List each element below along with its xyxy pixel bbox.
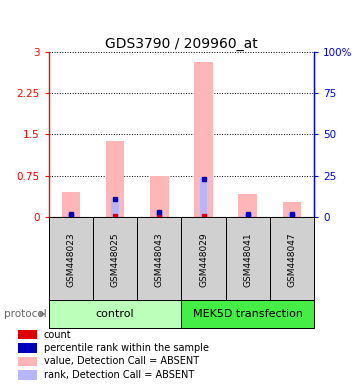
Bar xyxy=(62,192,80,217)
Bar xyxy=(283,202,301,217)
Bar xyxy=(244,214,252,217)
Text: count: count xyxy=(44,329,71,339)
Bar xyxy=(150,176,169,217)
Text: control: control xyxy=(96,309,134,319)
Bar xyxy=(49,300,181,328)
Text: protocol: protocol xyxy=(4,309,46,319)
Text: GSM448043: GSM448043 xyxy=(155,232,164,286)
Bar xyxy=(67,213,75,217)
Text: percentile rank within the sample: percentile rank within the sample xyxy=(44,343,209,353)
Bar xyxy=(200,177,208,217)
Bar xyxy=(155,211,163,217)
Text: GSM448041: GSM448041 xyxy=(243,232,252,286)
Text: MEK5D transfection: MEK5D transfection xyxy=(193,309,303,319)
Bar xyxy=(181,217,226,301)
Bar xyxy=(93,217,137,301)
Bar xyxy=(18,343,37,353)
Bar xyxy=(18,370,37,380)
Text: GSM448047: GSM448047 xyxy=(287,232,296,286)
Bar xyxy=(226,217,270,301)
Text: rank, Detection Call = ABSENT: rank, Detection Call = ABSENT xyxy=(44,370,194,380)
Bar xyxy=(106,141,124,217)
Title: GDS3790 / 209960_at: GDS3790 / 209960_at xyxy=(105,37,258,51)
Text: GSM448029: GSM448029 xyxy=(199,232,208,286)
Bar xyxy=(111,198,119,217)
Bar xyxy=(137,217,182,301)
Bar xyxy=(18,357,37,366)
Bar xyxy=(270,217,314,301)
Bar xyxy=(49,217,93,301)
Bar xyxy=(239,194,257,217)
Bar xyxy=(288,213,296,217)
Bar xyxy=(18,330,37,339)
Bar xyxy=(181,300,314,328)
Text: GSM448023: GSM448023 xyxy=(66,232,75,286)
Text: value, Detection Call = ABSENT: value, Detection Call = ABSENT xyxy=(44,356,199,366)
Bar xyxy=(194,62,213,217)
Text: GSM448025: GSM448025 xyxy=(110,232,119,286)
